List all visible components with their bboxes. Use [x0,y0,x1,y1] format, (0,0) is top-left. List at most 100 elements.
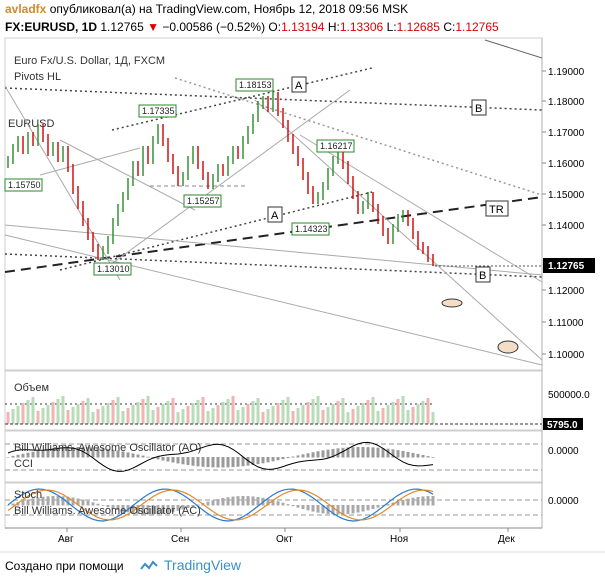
time-tick: Ноя [390,534,408,545]
ao-bar [301,454,305,458]
ao-bar [156,457,160,460]
pivot-label: 1.15257 [187,196,220,206]
ac-bar [216,499,220,506]
volume-bar [126,408,130,424]
marker-tr[interactable]: TR [489,204,504,216]
ac-bar [281,502,285,506]
volume-bar [396,399,400,424]
ac-bar [286,504,290,506]
volume-bar [41,408,45,424]
ac-bar [266,498,270,506]
volume-bar [141,399,145,424]
ac-bar [116,505,120,511]
ac-axis-label: 0.0000 [548,496,579,507]
cci-title[interactable]: CCI [14,458,33,470]
fan-line[interactable] [4,85,121,281]
time-axis[interactable]: Авг Сен Окт Ноя Дек [5,527,542,545]
ac-title[interactable]: Bill Williams. Awesome Oscillator (AC) [14,505,201,517]
descending-dotted-line[interactable] [174,77,543,196]
time-tick: Дек [498,534,515,545]
ac-bar [231,496,235,506]
ao-bar [76,447,80,458]
volume-bar [241,407,245,424]
fan-line[interactable] [484,39,543,59]
ac-bar [81,499,85,506]
ac-bar [51,496,55,506]
ao-pane[interactable] [4,430,543,483]
volume-bar [231,396,235,424]
price-tick: 1.18000 [548,97,585,108]
price-axis[interactable]: 1.19000 1.18000 1.17000 1.16000 1.15000 … [542,67,585,361]
ac-bar [56,496,60,506]
volume-tag [543,418,583,430]
high-label: H: [327,20,340,34]
fan-line[interactable] [4,234,543,366]
publish-info: опубликовал(а) на TradingView.com, Ноябр… [49,2,409,16]
volume-bar [386,405,390,424]
fan-line[interactable] [4,224,543,276]
ac-bar [221,498,225,506]
ac-bar [311,505,315,512]
ao-axis-label: 0.0000 [548,446,579,457]
volume-bar [316,396,320,424]
ao-bar [11,455,15,458]
ac-bar [151,505,155,515]
volume-title[interactable]: Объем [14,382,49,394]
author-name[interactable]: avladfx [5,2,47,16]
volume-bar [251,401,255,424]
ao-bar [281,457,285,460]
ao-bar [236,457,240,467]
ao-bar [181,457,185,465]
volume-bar [121,411,125,424]
volume-bar [371,397,375,424]
fan-line[interactable] [59,139,196,211]
volume-bar [276,403,280,424]
symbol[interactable]: FX:EURUSD, 1D [5,20,98,34]
marker-b-bottom[interactable]: B [479,270,486,282]
ao-bar [276,457,280,461]
stoch-title[interactable]: Stoch [14,489,42,501]
volume-bar [331,404,335,424]
trend-lines[interactable] [4,39,543,366]
ao-bar [171,457,175,463]
marker-a-top[interactable]: A [295,80,303,92]
ao-bar [136,454,140,458]
support-dotted-line-b[interactable] [4,253,543,278]
marker-a-bottom[interactable]: A [271,210,279,222]
ac-bar [186,505,190,509]
ao-bar [211,457,215,468]
volume-bar [271,406,275,424]
fan-line[interactable] [109,89,351,266]
pivot-label: 1.15750 [8,180,41,190]
ao-bar [21,453,25,458]
trend-line-tr[interactable] [4,196,543,273]
pivots-legend[interactable]: Pivots HL [14,71,61,83]
ac-bar [206,501,210,506]
target-ellipse[interactable] [441,298,463,308]
volume-bar [361,403,365,424]
instrument-legend[interactable]: Euro Fx/U.S. Dollar, 1Д, FXCM [14,55,165,67]
ao-bar [116,450,120,458]
fan-line[interactable] [39,147,141,176]
marker-b-top[interactable]: B [475,103,482,115]
fan-line[interactable] [299,134,543,283]
target-ellipse[interactable] [497,340,519,354]
volume-bar [91,412,95,424]
ao-bar [186,457,190,466]
ao-bar [86,447,90,458]
ac-bar [301,505,305,510]
wave-markers[interactable]: A B TR A B [267,76,509,283]
ac-bar [346,505,350,514]
ac-bar [46,496,50,506]
tradingview-logo[interactable]: TradingView [140,557,241,573]
ao-title[interactable]: Bill Williams. Awesome Oscillator (AO) [14,442,201,454]
pivot-label: 1.16217 [320,141,353,151]
price-bars[interactable] [7,92,434,266]
current-price-tag: 1.12765 [543,258,595,273]
lower-channel-line-a[interactable] [59,191,373,271]
ac-bar [196,504,200,506]
volume-bar [116,397,120,424]
volume-bar [146,396,150,424]
tradingview-brand[interactable]: TradingView [164,557,242,573]
